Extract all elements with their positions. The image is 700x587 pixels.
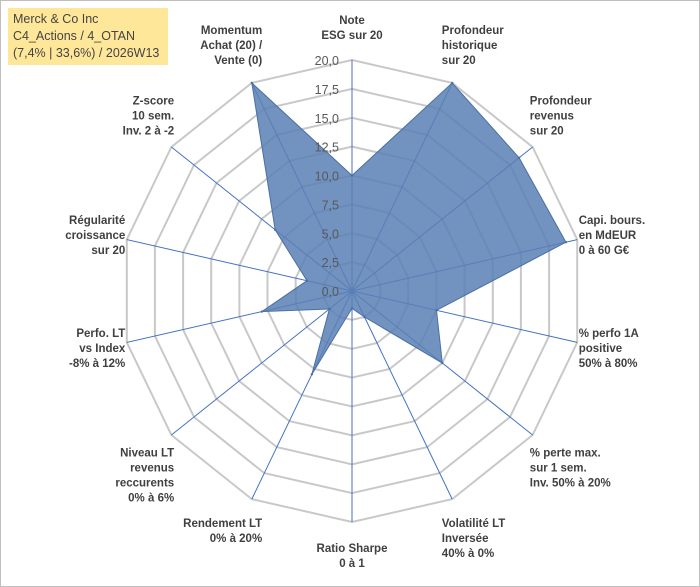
tick-label: 7,5 — [322, 198, 339, 212]
axis-label-line: Note — [339, 15, 365, 27]
axis-label-line: 0% à 6% — [128, 493, 174, 505]
axis-label-line: Z-score — [133, 95, 175, 107]
axis-label-line: 10 sem. — [132, 110, 174, 122]
axis-label-line: revenus — [130, 463, 174, 475]
axis-label-line: Inv. 50% à 20% — [530, 478, 611, 490]
axis-label-line: croissance — [65, 230, 125, 242]
radar-spoke — [351, 290, 453, 500]
data-point — [305, 279, 309, 282]
axis-label: Profondeur revenus sur 20 — [530, 95, 592, 137]
data-point — [350, 307, 354, 310]
axis-label-line: historique — [442, 40, 498, 52]
axis-labels: Note ESG sur 20 Profondeur historique sur 20… — [65, 15, 645, 570]
axis-label-line: sur 20 — [442, 55, 476, 67]
axis-label: Volatilité LT Inversée 40% à 0% — [442, 518, 505, 560]
tick-label: 17,5 — [315, 83, 339, 97]
axis-label-line: revenus — [530, 110, 574, 122]
axis-label: Perfo. LT vs Index -8% à 12% — [69, 328, 126, 370]
data-point — [250, 81, 253, 85]
axis-label-line: Inv. 2 à -2 — [123, 125, 175, 137]
axis-label: Note ESG sur 20 — [321, 15, 382, 42]
axis-label-line: % perte max. — [530, 448, 601, 460]
axis-label-line: Ratio Sharpe — [317, 543, 388, 555]
series-area — [251, 81, 567, 375]
radial-tick-labels: 0,0 2,5 5,0 7,5 10,0 12,5 15,0 17,5 20,0 — [315, 54, 339, 299]
axis-label: Ratio Sharpe 0 à 1 — [317, 543, 388, 570]
axis-label-line: % perfo 1A — [579, 328, 639, 340]
axis-label-line: 0% à 20% — [210, 533, 262, 545]
axis-label-line: en MdEUR — [579, 230, 637, 242]
data-point — [328, 307, 331, 311]
axis-label: Profondeur historique sur 20 — [442, 25, 504, 67]
data-point — [260, 310, 264, 313]
tick-label: 0,0 — [322, 285, 339, 299]
tick-label: 15,0 — [315, 112, 339, 126]
title-line-company: Merck & Co Inc — [13, 12, 99, 26]
axis-label-line: Régularité — [69, 215, 125, 227]
axis-label-line: Volatilité LT — [442, 518, 505, 530]
radar-spoke — [171, 290, 353, 436]
axis-label-line: positive — [579, 343, 622, 355]
axis-label-line: 0 à 60 G€ — [579, 245, 630, 257]
data-point — [451, 81, 454, 85]
tick-label: 2,5 — [322, 256, 339, 270]
radar-series — [250, 81, 568, 376]
axis-label-line: -8% à 12% — [69, 358, 125, 370]
data-point — [350, 174, 354, 177]
axis-label-line: Momentum — [201, 25, 262, 37]
axis-label: Régularité croissance sur 20 — [65, 215, 125, 257]
chart-title-box: Merck & Co Inc C4_Actions / 4_OTAN (7,4%… — [8, 8, 168, 65]
axis-label-line: sur 20 — [91, 245, 125, 257]
tick-label: 10,0 — [315, 170, 339, 184]
axis-label-line: 50% à 80% — [579, 358, 638, 370]
axis-label: Z-score 10 sem. Inv. 2 à -2 — [123, 95, 175, 137]
axis-label-line: 40% à 0% — [442, 548, 494, 560]
data-point — [435, 309, 438, 312]
axis-label: Momentum Achat (20) / Vente (0) — [200, 25, 263, 67]
axis-label-line: reccurents — [115, 478, 174, 490]
axis-label-line: sur 20 — [530, 125, 564, 137]
axis-label: Rendement LT 0% à 20% — [183, 518, 262, 545]
tick-label: 5,0 — [322, 227, 339, 241]
axis-label-line: ESG sur 20 — [321, 30, 382, 42]
axis-label: Niveau LT revenus reccurents 0% à 6% — [115, 448, 174, 505]
data-point — [310, 373, 314, 376]
data-point — [441, 361, 444, 365]
axis-label-line: sur 1 sem. — [530, 463, 587, 475]
data-point — [363, 315, 366, 319]
axis-label-line: vs Index — [79, 343, 126, 355]
axis-label-line: Inversée — [442, 533, 489, 545]
data-point — [274, 228, 277, 231]
tick-label: 20,0 — [315, 54, 339, 68]
axis-label: % perte max. sur 1 sem. Inv. 50% à 20% — [530, 448, 611, 490]
axis-label-line: Rendement LT — [183, 518, 262, 530]
data-point — [517, 156, 521, 159]
title-line-category: C4_Actions / 4_OTAN — [13, 29, 136, 43]
axis-label-line: 0 à 1 — [339, 558, 365, 570]
axis-label-line: Niveau LT — [120, 448, 174, 460]
axis-label-line: Profondeur — [530, 95, 592, 107]
axis-label-line: Vente (0) — [214, 55, 262, 67]
data-point — [564, 241, 568, 244]
axis-label-line: Achat (20) / — [200, 40, 263, 52]
axis-label: Capi. bours. en MdEUR 0 à 60 G€ — [579, 215, 645, 257]
axis-label-line: Profondeur — [442, 25, 504, 37]
axis-label-line: Capi. bours. — [579, 215, 645, 227]
title-line-stats: (7,4% | 33,6%) / 2026W13 — [13, 46, 160, 60]
axis-label-line: Perfo. LT — [76, 328, 125, 340]
tick-label: 12,5 — [315, 141, 339, 155]
axis-label: % perfo 1A positive 50% à 80% — [579, 328, 639, 370]
